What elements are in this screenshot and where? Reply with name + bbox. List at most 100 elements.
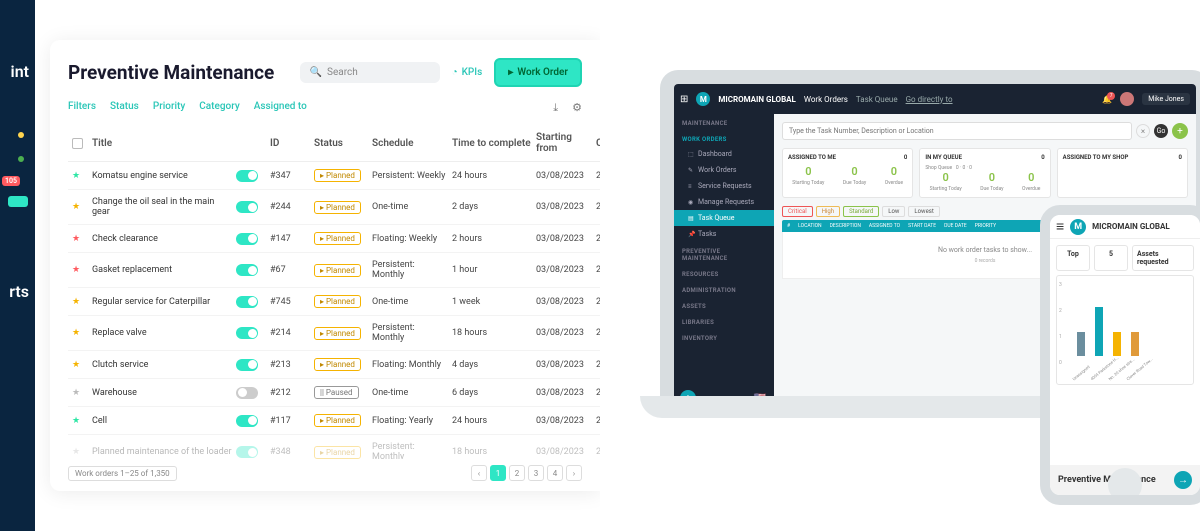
nav-task-queue[interactable]: ▤Task Queue [674, 210, 774, 226]
phone-menu-icon[interactable]: ≡ [1056, 218, 1064, 235]
page-button[interactable]: 4 [547, 465, 563, 481]
row-schedule: Floating: Yearly [372, 416, 448, 426]
table-row[interactable]: ★Planned maintenance of the loader#348▸ … [68, 435, 600, 459]
section-libraries[interactable]: LIBRARIES [674, 313, 774, 329]
priority-star-icon: ★ [72, 171, 88, 181]
col-title[interactable]: Title [92, 138, 232, 149]
column-header[interactable]: LOCATION [798, 223, 822, 229]
page-button[interactable]: 3 [528, 465, 544, 481]
column-header[interactable]: DUE DATE [944, 223, 967, 229]
section-pm[interactable]: PREVENTIVE MAINTENANCE [674, 242, 774, 265]
phone-home-button[interactable] [1108, 468, 1142, 502]
nav-dashboard[interactable]: ⬚Dashboard [674, 146, 774, 162]
row-title: Check clearance [92, 234, 232, 244]
filter-item[interactable]: Priority [153, 101, 185, 115]
top-label: Top [1056, 245, 1090, 271]
enable-toggle[interactable] [236, 446, 258, 458]
priority-chip[interactable]: Critical [782, 206, 813, 217]
col-schedule[interactable]: Schedule [372, 138, 448, 149]
table-row[interactable]: ★Replace valve#214▸ PlannedPersistent: M… [68, 316, 600, 351]
x-label: Clover Road Tow... [1125, 372, 1134, 381]
section-admin[interactable]: ADMINISTRATION [674, 281, 774, 297]
table-row[interactable]: ★Cell#117▸ PlannedFloating: Yearly24 hou… [68, 407, 600, 435]
sidebar-active-item[interactable] [8, 196, 28, 207]
enable-toggle[interactable] [236, 264, 258, 276]
nav-work-orders[interactable]: ✎Work Orders [674, 162, 774, 178]
row-time: 18 hours [452, 328, 532, 338]
row-id: #213 [270, 360, 310, 370]
enable-toggle[interactable] [236, 296, 258, 308]
tab-task-queue[interactable]: Task Queue [856, 95, 898, 104]
row-status: ▸ Planned [314, 295, 368, 308]
column-header[interactable]: ASSIGNED TO [869, 223, 900, 229]
kpi-link[interactable]: ◔ KPIs [452, 67, 483, 78]
export-icon[interactable]: ⤓ [553, 101, 558, 115]
nav-manage-requests[interactable]: ◉Manage Requests [674, 194, 774, 210]
page-button[interactable]: ‹ [471, 465, 487, 481]
filter-item[interactable]: Category [199, 101, 239, 115]
settings-icon[interactable]: ⚙ [572, 101, 582, 115]
row-time: 2 hours [452, 234, 532, 244]
work-order-button[interactable]: ▸ Work Order [494, 58, 582, 87]
table-row[interactable]: ★Check clearance#147▸ PlannedFloating: W… [68, 225, 600, 253]
nav-tasks[interactable]: 📌Tasks [674, 226, 774, 242]
row-schedule: Persistent: Monthly [372, 442, 448, 459]
user-avatar[interactable] [1120, 92, 1134, 106]
col-from[interactable]: Starting from [536, 132, 592, 154]
select-all-checkbox[interactable] [72, 138, 83, 149]
priority-chip[interactable]: High [816, 206, 840, 217]
table-row[interactable]: ★Clutch service#213▸ PlannedFloating: Mo… [68, 351, 600, 379]
page-button[interactable]: › [566, 465, 582, 481]
bell-icon[interactable]: 🔔7 [1102, 95, 1112, 104]
table-row[interactable]: ★Gasket replacement#67▸ PlannedPersisten… [68, 253, 600, 288]
go-directly-link[interactable]: Go directly to [906, 95, 953, 104]
row-from: 03/08/2023 [536, 171, 592, 181]
column-header[interactable]: # [787, 223, 790, 229]
column-header[interactable]: START DATE [908, 223, 936, 229]
page-button[interactable]: 1 [490, 465, 506, 481]
section-assets[interactable]: ASSETS [674, 297, 774, 313]
priority-chip[interactable]: Lowest [908, 206, 939, 217]
table-row[interactable]: ★Change the oil seal in the main gear#24… [68, 190, 600, 225]
enable-toggle[interactable] [236, 233, 258, 245]
col-time[interactable]: Time to complete [452, 138, 532, 149]
status-pill: ▸ Planned [314, 201, 361, 214]
tab-work-orders[interactable]: Work Orders [804, 95, 848, 104]
user-name-button[interactable]: Mike Jones [1142, 93, 1190, 105]
enable-toggle[interactable] [236, 387, 258, 399]
filter-item[interactable]: Filters [68, 101, 96, 115]
col-status[interactable]: Status [314, 138, 368, 149]
section-resources[interactable]: RESOURCES [674, 265, 774, 281]
col-id[interactable]: ID [270, 138, 310, 149]
enable-toggle[interactable] [236, 327, 258, 339]
table-row[interactable]: ★Komatsu engine service#347▸ PlannedPers… [68, 162, 600, 190]
page-button[interactable]: 2 [509, 465, 525, 481]
enable-toggle[interactable] [236, 415, 258, 427]
section-inventory[interactable]: INVENTORY [674, 329, 774, 345]
filter-item[interactable]: Status [110, 101, 139, 115]
priority-chip[interactable]: Standard [843, 206, 879, 217]
row-id: #147 [270, 234, 310, 244]
search-input[interactable]: 🔍 Search [300, 62, 440, 83]
arrow-icon: → [1174, 471, 1192, 489]
nav-service-requests[interactable]: ≡Service Requests [674, 178, 774, 194]
enable-toggle[interactable] [236, 201, 258, 213]
priority-star-icon: ★ [72, 416, 88, 426]
menu-icon[interactable]: ⊞ [680, 94, 688, 105]
enable-toggle[interactable] [236, 170, 258, 182]
stat-card: ASSIGNED TO ME00Starting Today0Due Today… [782, 148, 913, 198]
task-search-input[interactable] [782, 122, 1132, 140]
column-header[interactable]: DESCRIPTION [830, 223, 861, 229]
enable-toggle[interactable] [236, 359, 258, 371]
filter-bar: Filters Status Priority Category Assigne… [68, 101, 600, 115]
filter-item[interactable]: Assigned to [254, 101, 307, 115]
app-topbar: ⊞ M MICROMAIN GLOBAL Work Orders Task Qu… [674, 84, 1196, 114]
priority-chip[interactable]: Low [882, 206, 905, 217]
clear-icon[interactable]: × [1136, 124, 1150, 138]
row-from: 03/08/2023 [536, 297, 592, 307]
table-row[interactable]: ★Warehouse#212|| PausedOne-time6 days03/… [68, 379, 600, 407]
table-row[interactable]: ★Regular service for Caterpillar#745▸ Pl… [68, 288, 600, 316]
add-task-button[interactable]: + [1172, 123, 1188, 139]
go-button[interactable]: Go [1154, 124, 1168, 138]
column-header[interactable]: PRIORITY [975, 223, 996, 229]
